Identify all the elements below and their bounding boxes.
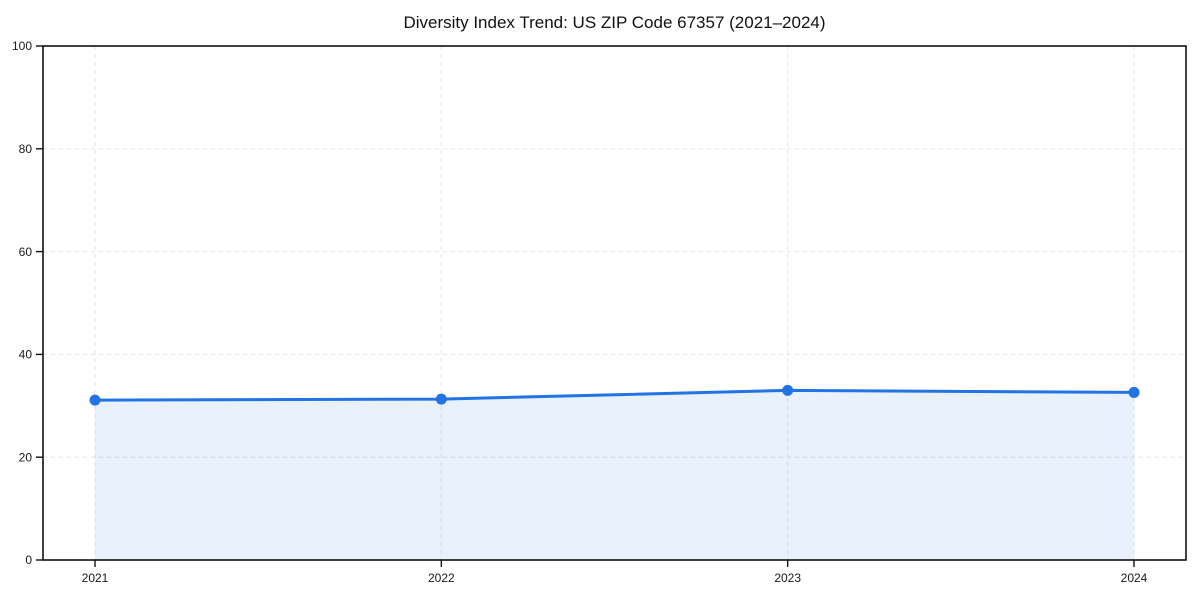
y-tick-label: 0 <box>25 553 32 567</box>
y-tick-label: 100 <box>12 39 32 53</box>
x-tick-label: 2021 <box>82 571 109 585</box>
x-tick-label: 2023 <box>774 571 801 585</box>
y-tick-label: 40 <box>19 348 33 362</box>
chart-title: Diversity Index Trend: US ZIP Code 67357… <box>403 13 826 32</box>
data-point <box>89 394 101 406</box>
x-tick-label: 2024 <box>1121 571 1148 585</box>
data-point <box>1128 386 1140 398</box>
trend-line <box>93 388 1136 402</box>
data-point <box>782 384 794 396</box>
area-fill <box>95 390 1134 560</box>
y-tick-label: 80 <box>19 142 33 156</box>
plot-border <box>42 45 1187 561</box>
x-tick-label: 2022 <box>428 571 455 585</box>
data-point <box>435 393 447 405</box>
y-tick-label: 60 <box>19 245 33 259</box>
y-tick-label: 20 <box>19 450 33 464</box>
